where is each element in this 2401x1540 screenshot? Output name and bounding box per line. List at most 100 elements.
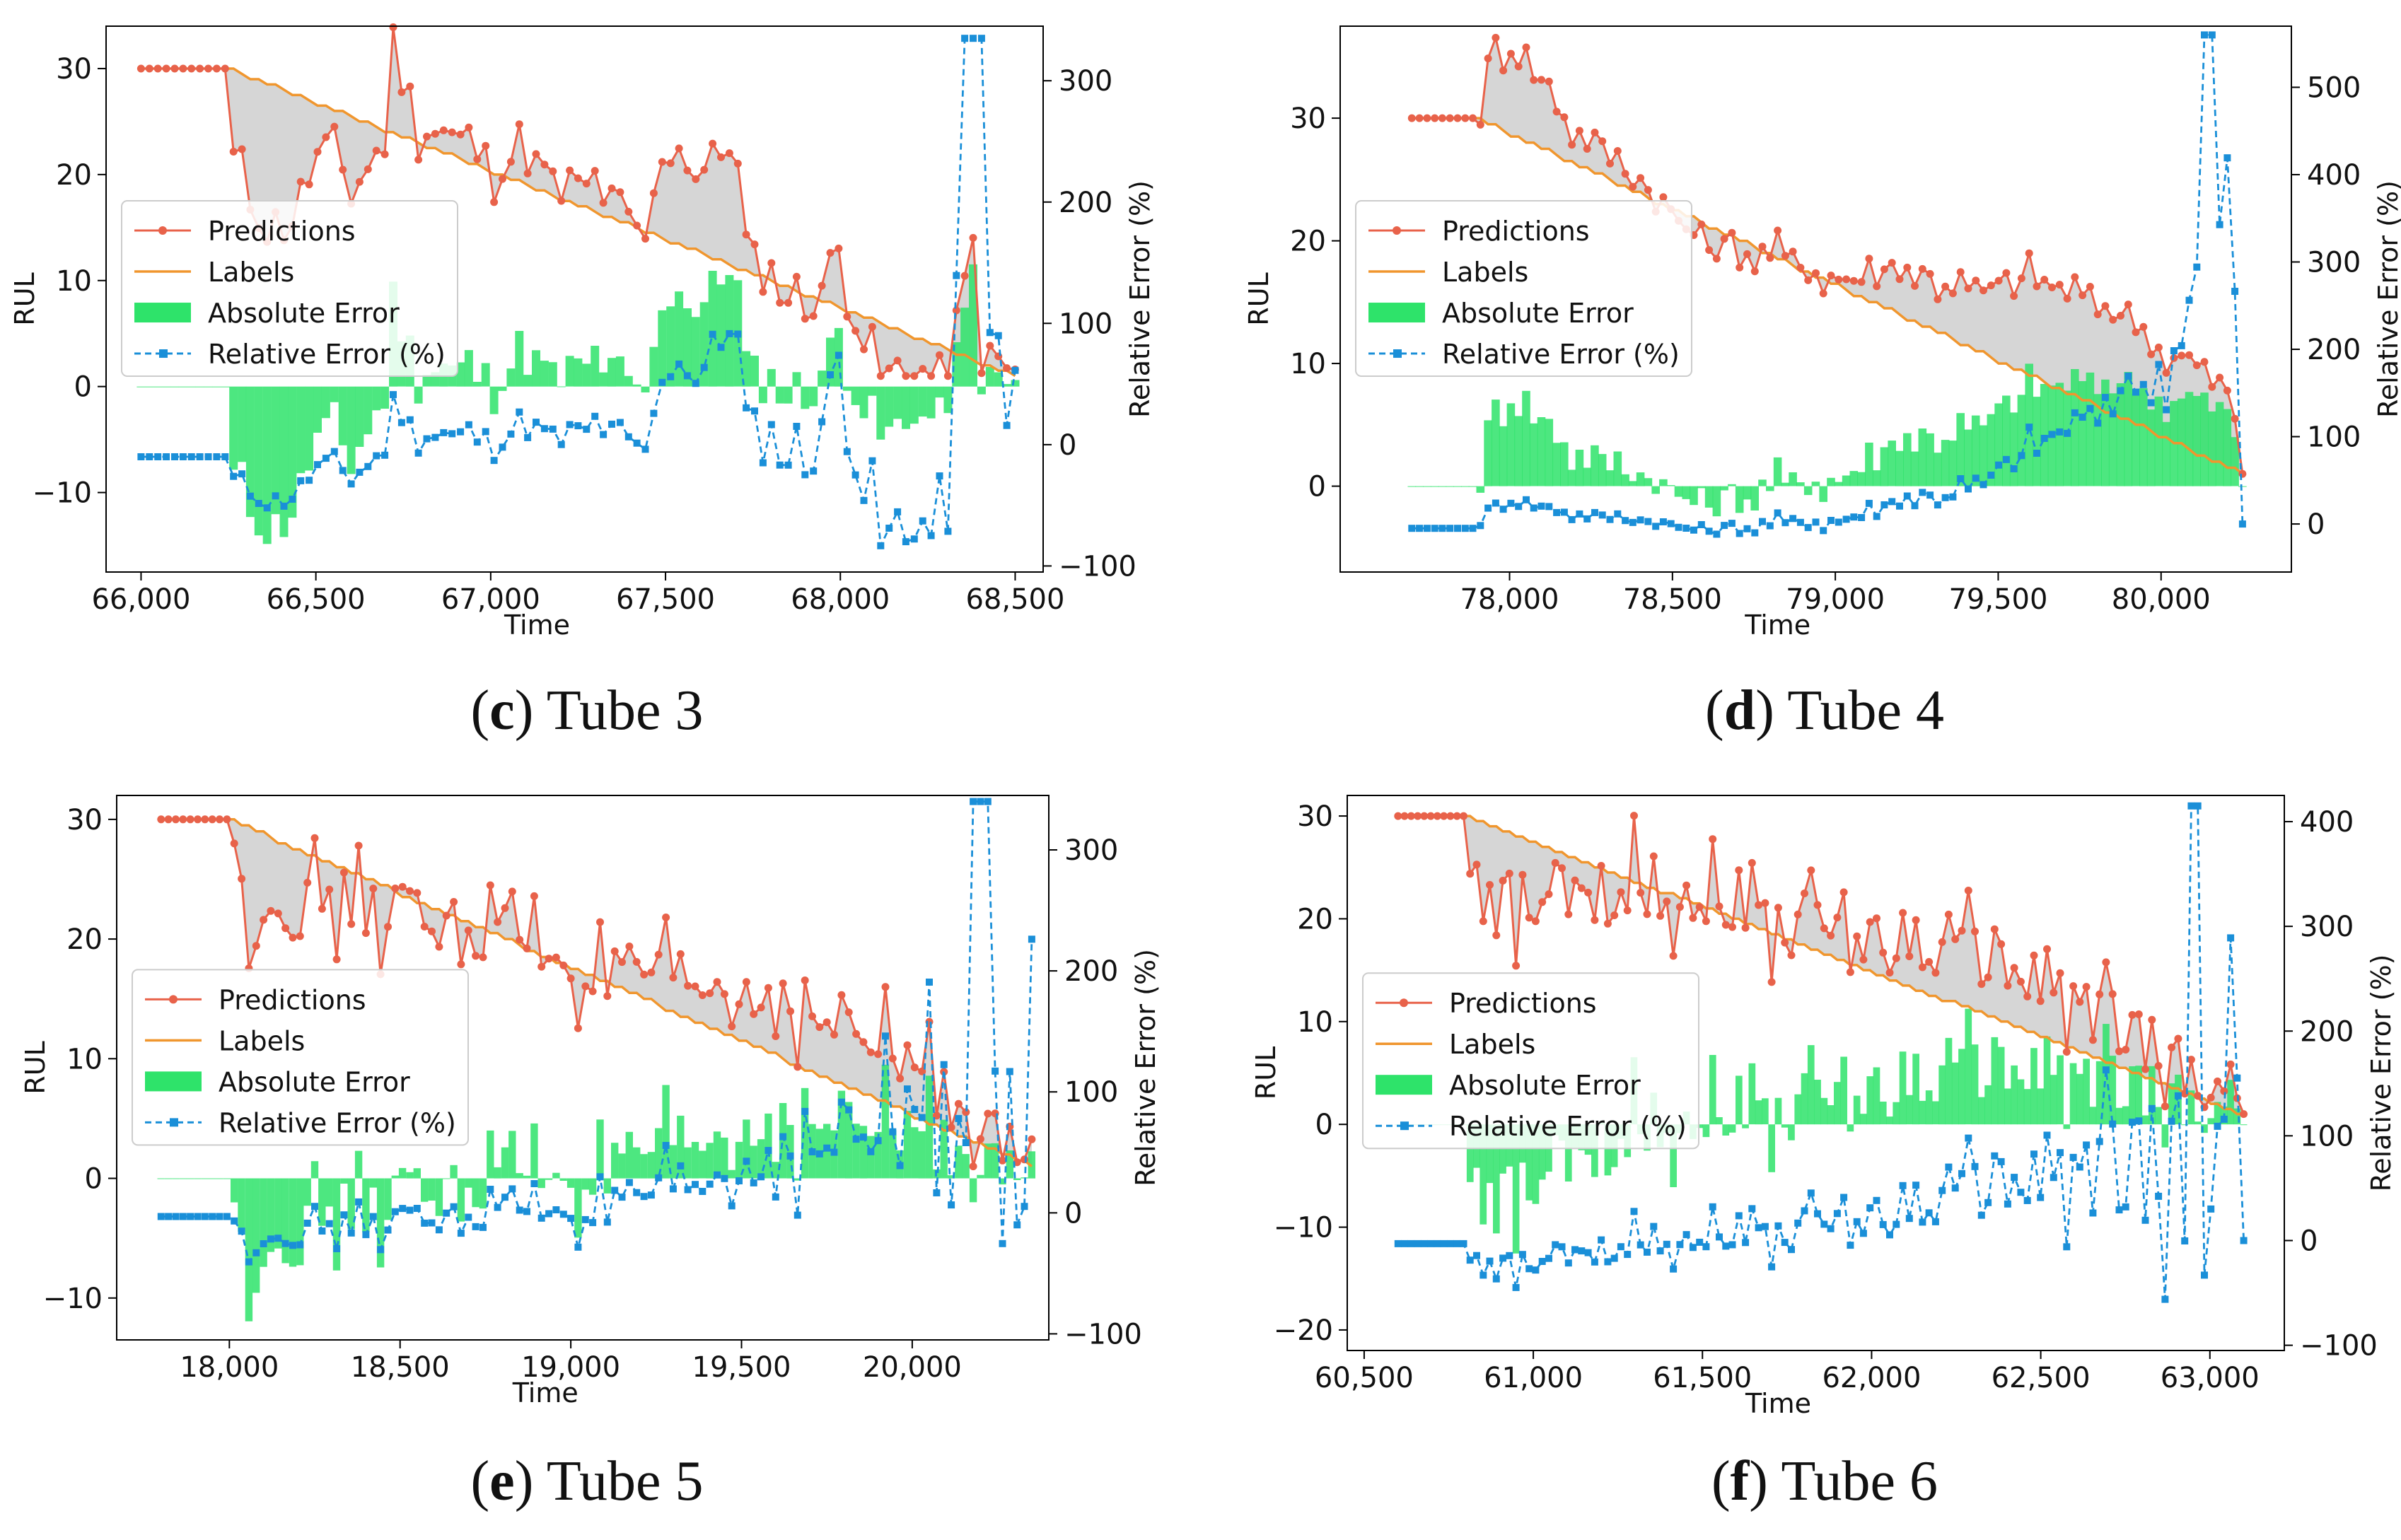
relative-error-point: [1965, 1134, 1972, 1142]
prediction-point: [2174, 1034, 2182, 1043]
prediction-point: [2010, 964, 2018, 972]
absolute-error-bar: [1910, 451, 1919, 486]
relative-error-point: [457, 1230, 465, 1237]
relative-error-point: [1636, 516, 1644, 524]
y-right-tick-label: −100: [2300, 1330, 2378, 1363]
prediction-point: [591, 167, 599, 175]
absolute-error-bar: [903, 1111, 912, 1179]
relative-error-point: [238, 1227, 245, 1235]
absolute-error-bar: [2168, 1083, 2175, 1125]
relative-error-point: [1766, 522, 1774, 530]
relative-error-point: [1984, 1198, 1992, 1206]
legend-entry-label: Absolute Error: [219, 1066, 410, 1097]
relative-error-point: [2220, 1115, 2228, 1123]
relative-error-point: [699, 1188, 707, 1195]
legend-entry-label: Relative Error (%): [1442, 339, 1680, 370]
prediction-point: [172, 815, 180, 824]
legend-swatch-marker: [1393, 226, 1401, 235]
relative-error-point: [1013, 1221, 1021, 1229]
absolute-error-bar: [1781, 482, 1790, 486]
prediction-point: [322, 133, 330, 141]
relative-error-point: [2017, 1189, 2025, 1196]
prediction-point: [2023, 992, 2032, 1001]
y-tick-label: 30: [1290, 103, 1326, 135]
absolute-error-bar: [338, 386, 347, 445]
prediction-point: [482, 141, 490, 150]
absolute-error-bar: [767, 368, 776, 387]
relative-error-point: [1537, 502, 1545, 510]
relative-error-point: [494, 1203, 501, 1211]
relative-error-point: [793, 423, 801, 430]
prediction-point: [1407, 812, 1415, 820]
absolute-error-bar: [943, 386, 953, 414]
prediction-point: [1812, 269, 1820, 277]
relative-error-point: [1743, 525, 1751, 532]
relative-error-point: [1903, 492, 1911, 500]
prediction-point: [305, 180, 313, 189]
prediction-point: [1506, 49, 1515, 58]
relative-error-point: [2216, 221, 2223, 228]
prediction-point: [186, 815, 194, 824]
prediction-point: [1827, 272, 1835, 280]
absolute-error-bar: [1430, 486, 1439, 487]
absolute-error-bar: [658, 310, 667, 387]
absolute-error-bar: [1773, 457, 1782, 486]
absolute-error-bar: [515, 331, 524, 387]
prediction-point: [936, 351, 943, 359]
prediction-point: [2076, 998, 2084, 1006]
relative-error-point: [157, 1213, 165, 1220]
relative-error-point: [583, 426, 591, 433]
absolute-error-bar: [2162, 421, 2170, 486]
relative-error-point: [835, 351, 842, 359]
absolute-error-bar: [552, 1172, 560, 1179]
caption-letter: f: [1730, 1450, 1750, 1512]
absolute-error-bar: [2030, 1048, 2037, 1125]
prediction-point: [1512, 962, 1521, 970]
x-axis-label: Time: [504, 609, 570, 641]
prediction-point: [818, 281, 826, 290]
prediction-point: [2017, 274, 2025, 283]
prediction-point: [1728, 228, 1736, 237]
relative-error-point: [728, 1202, 736, 1210]
y-right-tick-label: −100: [1059, 550, 1136, 583]
relative-error-point: [272, 492, 279, 500]
relative-error-point: [482, 428, 489, 436]
y-tick-label: 10: [1290, 348, 1326, 380]
prediction-point: [1833, 914, 1842, 922]
prediction-point: [1774, 226, 1782, 235]
x-tick-label: 79,500: [1948, 583, 2047, 616]
absolute-error-bar: [599, 372, 608, 387]
relative-error-point: [479, 1223, 487, 1231]
absolute-error-bar: [640, 1154, 648, 1179]
relative-error-point: [146, 453, 153, 460]
relative-error-point: [289, 496, 296, 503]
x-tick-label: 68,000: [791, 583, 890, 616]
prediction-point: [494, 918, 502, 926]
prediction-point: [2220, 1087, 2228, 1095]
absolute-error-bar: [1840, 1056, 1847, 1125]
relative-error-point: [1486, 1257, 1494, 1265]
relative-error-point: [2168, 1117, 2175, 1125]
prediction-point: [1460, 812, 1467, 820]
prediction-point: [902, 372, 910, 380]
caption-d: (d) Tube 4: [1705, 679, 1944, 742]
relative-error-point: [1545, 1254, 1552, 1262]
relative-error-point: [1477, 522, 1484, 530]
prediction-point: [647, 968, 656, 976]
relative-error-point: [2233, 1074, 2241, 1082]
prediction-point: [2079, 291, 2087, 300]
absolute-error-bar: [940, 1119, 948, 1179]
relative-error-point: [2208, 31, 2216, 39]
relative-error-point: [440, 428, 448, 436]
prediction-point: [1530, 76, 1538, 84]
relative-error-point: [2124, 372, 2132, 380]
prediction-point: [1873, 282, 1881, 291]
prediction-point: [596, 918, 604, 926]
relative-error-point: [322, 455, 330, 462]
prediction-point: [1997, 940, 2006, 948]
relative-error-point: [1484, 504, 1492, 512]
relative-error-point: [209, 1213, 216, 1220]
prediction-point: [530, 892, 538, 900]
absolute-error-bar: [1814, 1080, 1821, 1125]
y-tick-label: 0: [1315, 1109, 1333, 1141]
